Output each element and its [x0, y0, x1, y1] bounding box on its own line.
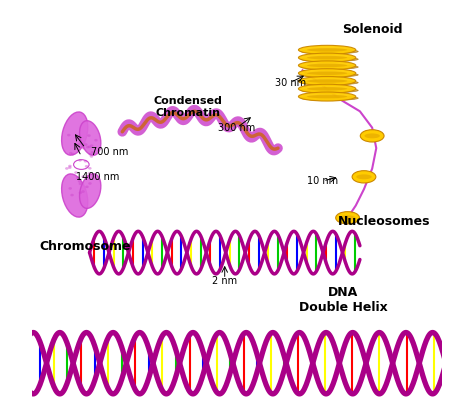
- Ellipse shape: [299, 84, 356, 93]
- Text: Condensed
Chromatin: Condensed Chromatin: [154, 97, 222, 118]
- Ellipse shape: [301, 49, 358, 54]
- Ellipse shape: [82, 175, 85, 178]
- Ellipse shape: [81, 190, 85, 193]
- Ellipse shape: [336, 212, 359, 224]
- Ellipse shape: [307, 79, 347, 83]
- Ellipse shape: [70, 194, 74, 196]
- Text: Nucleosomes: Nucleosomes: [338, 215, 431, 229]
- Ellipse shape: [301, 65, 358, 69]
- Ellipse shape: [301, 81, 358, 85]
- Ellipse shape: [90, 144, 93, 147]
- Ellipse shape: [307, 48, 347, 52]
- Ellipse shape: [86, 175, 89, 178]
- Ellipse shape: [89, 153, 92, 156]
- Ellipse shape: [69, 152, 73, 155]
- Ellipse shape: [90, 155, 93, 158]
- Ellipse shape: [79, 192, 82, 194]
- Ellipse shape: [299, 76, 356, 85]
- Ellipse shape: [84, 143, 88, 146]
- Ellipse shape: [307, 87, 347, 90]
- Ellipse shape: [301, 73, 358, 77]
- Text: Solenoid: Solenoid: [342, 23, 402, 36]
- Ellipse shape: [88, 172, 91, 175]
- Ellipse shape: [301, 96, 358, 100]
- Ellipse shape: [356, 174, 372, 179]
- Ellipse shape: [86, 146, 90, 148]
- Ellipse shape: [76, 176, 80, 179]
- Ellipse shape: [352, 171, 376, 183]
- Ellipse shape: [94, 139, 98, 141]
- Ellipse shape: [307, 95, 347, 98]
- Ellipse shape: [78, 159, 82, 162]
- Ellipse shape: [62, 174, 88, 217]
- Ellipse shape: [65, 167, 69, 170]
- Ellipse shape: [88, 167, 91, 170]
- Ellipse shape: [301, 57, 358, 62]
- Ellipse shape: [62, 112, 88, 155]
- Ellipse shape: [67, 134, 71, 136]
- Text: Chromosome: Chromosome: [40, 240, 131, 253]
- Ellipse shape: [88, 182, 92, 185]
- Ellipse shape: [91, 151, 94, 154]
- Ellipse shape: [80, 121, 101, 155]
- Text: DNA
Double Helix: DNA Double Helix: [299, 286, 388, 314]
- Ellipse shape: [299, 69, 356, 78]
- Ellipse shape: [74, 171, 78, 174]
- Ellipse shape: [73, 159, 89, 169]
- Ellipse shape: [82, 147, 85, 150]
- Text: 700 nm: 700 nm: [91, 147, 129, 157]
- Ellipse shape: [68, 165, 72, 167]
- Ellipse shape: [299, 61, 356, 70]
- Ellipse shape: [360, 130, 384, 142]
- Text: 1400 nm: 1400 nm: [76, 172, 119, 182]
- Ellipse shape: [299, 45, 356, 54]
- Ellipse shape: [307, 56, 347, 60]
- Ellipse shape: [301, 88, 358, 92]
- Ellipse shape: [85, 185, 89, 188]
- Ellipse shape: [299, 53, 356, 62]
- Ellipse shape: [78, 180, 82, 183]
- Ellipse shape: [340, 215, 356, 220]
- Text: 300 nm: 300 nm: [219, 122, 255, 133]
- Ellipse shape: [85, 165, 88, 168]
- Text: 2 nm: 2 nm: [212, 276, 237, 286]
- Ellipse shape: [307, 72, 347, 75]
- Ellipse shape: [88, 145, 91, 148]
- Ellipse shape: [87, 134, 91, 137]
- Ellipse shape: [80, 174, 101, 208]
- Text: 10 nm: 10 nm: [308, 176, 338, 186]
- Ellipse shape: [365, 134, 380, 139]
- Ellipse shape: [307, 64, 347, 67]
- Ellipse shape: [75, 137, 79, 139]
- Ellipse shape: [68, 187, 72, 190]
- Ellipse shape: [299, 92, 356, 101]
- Ellipse shape: [78, 143, 81, 145]
- Ellipse shape: [79, 182, 82, 185]
- Ellipse shape: [68, 166, 72, 169]
- Ellipse shape: [71, 153, 75, 155]
- Text: 30 nm: 30 nm: [275, 78, 306, 88]
- Ellipse shape: [84, 160, 87, 162]
